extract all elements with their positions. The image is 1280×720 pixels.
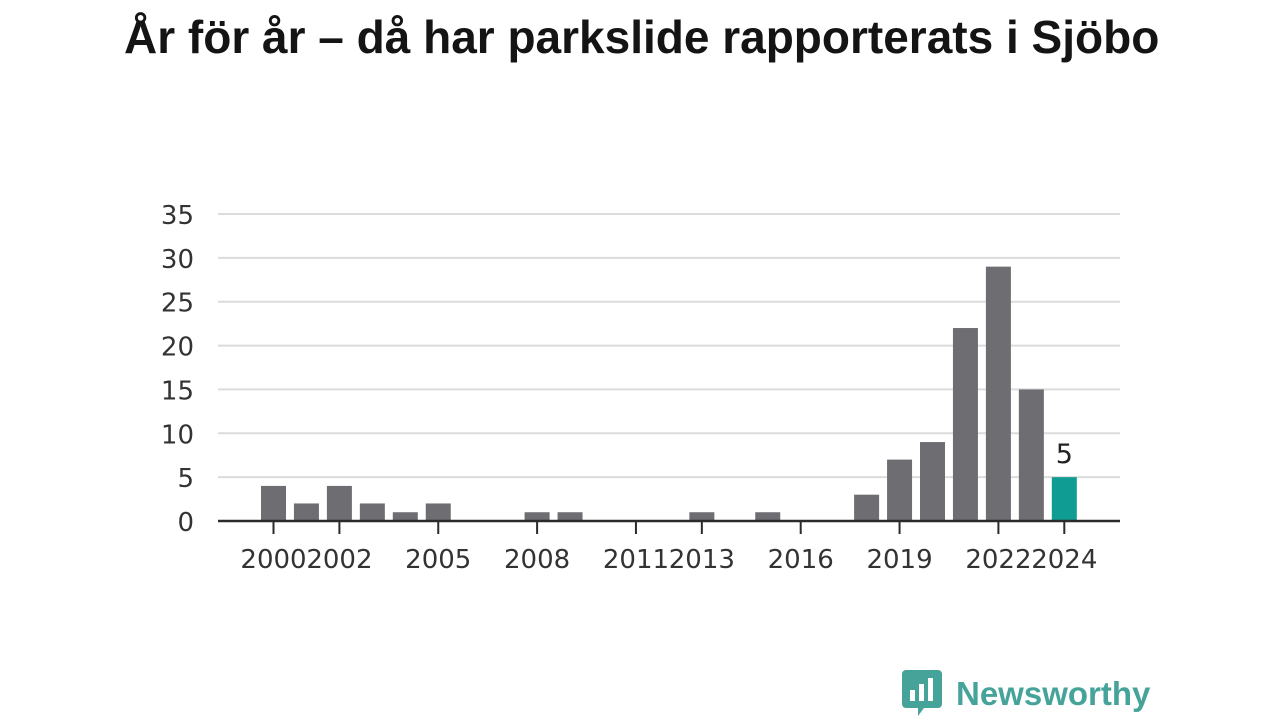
- y-tick-label: 20: [161, 333, 194, 363]
- x-tick-label: 2024: [1031, 545, 1097, 575]
- bar-2015: [755, 512, 781, 521]
- y-tick-label: 5: [177, 464, 194, 494]
- gridlines: [218, 213, 1120, 479]
- newsworthy-logo-icon: [902, 670, 942, 716]
- bar-2004: [392, 512, 418, 521]
- data-label-2024: 5: [1056, 439, 1073, 470]
- bar-2018: [854, 494, 880, 521]
- y-tick-label: 0: [177, 508, 194, 538]
- x-axis: 2000 2002 2005 2008 2011 2013 2016 2019 2022 2024: [218, 519, 1120, 575]
- bar-2013: [689, 512, 715, 521]
- bar-2022: [985, 266, 1011, 521]
- x-tick-label: 2022: [965, 545, 1031, 575]
- brand-logo: Newsworthy: [902, 670, 1150, 718]
- x-tick-label: 2016: [768, 545, 834, 575]
- bar-2020: [920, 442, 945, 521]
- chart-title: År för år – då har parkslide rapporterat…: [124, 11, 1160, 63]
- y-tick-label: 10: [161, 420, 194, 450]
- bar-2008: [524, 512, 550, 521]
- bar-2021: [952, 328, 978, 521]
- bar-2024: [1051, 477, 1077, 521]
- bar-2019: [887, 459, 913, 521]
- y-tick-label: 15: [161, 376, 194, 406]
- y-tick-label: 30: [161, 245, 194, 275]
- bar-2005: [425, 503, 451, 521]
- y-tick-label: 25: [161, 289, 194, 319]
- x-tick-label: 2005: [405, 545, 471, 575]
- bar-2000: [261, 485, 286, 521]
- x-tick-label: 2019: [866, 545, 932, 575]
- bars: [261, 266, 1077, 521]
- x-tick-label: 2008: [504, 545, 570, 575]
- x-tick-label: 2011: [603, 545, 669, 575]
- bar-2001: [293, 503, 319, 521]
- data-labels: 5: [1056, 439, 1073, 470]
- bar-2009: [557, 512, 583, 521]
- bar-2003: [359, 503, 385, 521]
- y-axis-ticks: 0 5 10 15 20 25 30 35: [161, 201, 194, 538]
- bar-2002: [326, 485, 352, 521]
- brand-name: Newsworthy: [956, 675, 1151, 712]
- bar-2023: [1018, 389, 1044, 521]
- y-tick-label: 35: [161, 201, 194, 231]
- x-tick-label: 2000: [240, 545, 306, 575]
- x-tick-label: 2013: [669, 545, 735, 575]
- x-tick-label: 2002: [306, 545, 372, 575]
